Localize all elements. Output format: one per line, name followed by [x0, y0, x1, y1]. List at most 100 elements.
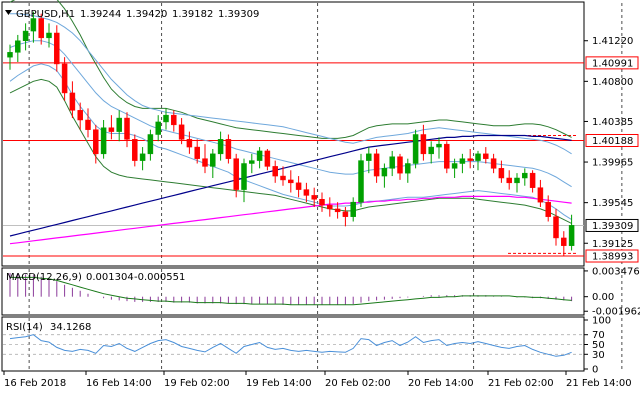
candle-body [272, 166, 278, 177]
candle-body [210, 153, 216, 167]
price-level-value: 1.39309 [592, 221, 633, 232]
rsi-line [9, 334, 572, 357]
price-level-tag [585, 249, 639, 263]
candle-body [553, 216, 559, 239]
candle-body [436, 143, 442, 148]
envelope-upper-line [9, 0, 572, 139]
candle-body [451, 163, 458, 169]
macd-signal-line [10, 276, 572, 306]
slow-moving-average-line [9, 195, 572, 245]
macd-tick-label: -0.001962 [592, 307, 640, 318]
candle-body [475, 153, 481, 161]
price-plot-layer [3, 0, 584, 257]
candle-body [522, 172, 528, 179]
price-level-tag [585, 218, 639, 232]
candle-body [537, 187, 544, 203]
macd-signal-value: -0.000551 [134, 272, 185, 283]
candle-body [467, 158, 473, 161]
time-tick-label: 19 Feb 14:00 [246, 378, 312, 389]
candle-body [38, 18, 44, 39]
rsi-tick-label: 70 [592, 330, 605, 341]
ohlc-open: 1.39244 [80, 9, 121, 20]
fast-moving-average-line [9, 134, 572, 237]
candle-body [295, 182, 302, 190]
candle-body [327, 204, 333, 210]
rsi-tick-label: 50 [592, 340, 605, 351]
price-level-value: 1.38993 [592, 252, 633, 263]
candle-body [366, 153, 372, 161]
rsi-tick-label: 100 [592, 316, 611, 327]
price-level-value: 1.40188 [592, 136, 633, 147]
bollinger-upper-line [10, 13, 572, 155]
time-tick-label: 21 Feb 14:00 [566, 378, 632, 389]
candle-body [342, 211, 349, 217]
price-tick-label: 1.39545 [592, 198, 633, 209]
rsi-value: 34.1268 [50, 322, 91, 333]
candle-body [163, 114, 169, 123]
candle-body [412, 134, 419, 164]
candle-body [373, 153, 380, 177]
candle-body [529, 172, 536, 188]
time-tick-label: 19 Feb 02:00 [164, 378, 230, 389]
macd-value: 0.001304 [86, 272, 134, 283]
candle-body [46, 32, 52, 39]
candle-body [303, 189, 310, 196]
candle-body [108, 127, 115, 132]
candle-body [459, 158, 466, 164]
price-tick-label: 1.41220 [592, 36, 633, 47]
candle-body [124, 117, 130, 140]
candle-body [288, 179, 294, 184]
rsi-label: RSI(14) [6, 322, 43, 333]
candle-body [428, 146, 434, 155]
envelope-lower-line [9, 78, 572, 224]
candle-body [202, 158, 208, 167]
candle-body [217, 139, 224, 155]
candle-body [389, 156, 395, 169]
candle-body [132, 139, 138, 161]
candle-body [69, 92, 76, 111]
candle-body [155, 121, 161, 135]
price-tick-label: 1.40385 [592, 117, 633, 128]
macd-tick-label: 0.003476 [592, 266, 640, 277]
candle-body [561, 237, 567, 246]
time-tick-label: 16 Feb 2018 [4, 378, 66, 389]
candle-body [147, 134, 154, 155]
candle-body [178, 124, 185, 140]
price-level-tag [585, 133, 639, 147]
candle-body [15, 40, 21, 53]
candle-body [116, 117, 122, 132]
time-tick-label: 21 Feb 02:00 [488, 378, 554, 389]
candle-body [444, 143, 450, 169]
candle-body [61, 63, 68, 94]
rsi-plot-layer [3, 334, 584, 357]
price-tick-label: 1.39965 [592, 158, 633, 169]
candle-body [30, 18, 37, 32]
price-tick-label: 1.40800 [592, 77, 633, 88]
symbol-label: GBPUSD,H1 [16, 9, 75, 20]
candle-body [319, 199, 325, 206]
axis-label-layer: 1.41220 1.40800 1.40385 1.39965 1.39545 1.391… [3, 36, 640, 389]
candle-body [358, 160, 364, 203]
candle-body [85, 119, 91, 130]
macd-label: MACD(12,26,9) [6, 272, 82, 283]
candle-body [498, 168, 505, 179]
candle-body [139, 153, 146, 161]
price-level-value: 1.40991 [592, 58, 633, 69]
price-tick-label: 1.39125 [592, 239, 633, 250]
candle-body [233, 158, 239, 190]
candle-body [483, 153, 489, 159]
candle-body [22, 30, 29, 41]
rsi-tick-label: 30 [592, 350, 605, 361]
collapse-triangle-icon[interactable] [5, 10, 12, 15]
candle-body [54, 32, 60, 65]
time-tick-label: 20 Feb 02:00 [325, 378, 391, 389]
ohlc-high: 1.39420 [126, 9, 167, 20]
candle-body [100, 127, 107, 155]
price-level-tag [585, 56, 639, 70]
candle-body [77, 110, 83, 121]
macd-tick-label: 0.00 [592, 292, 614, 303]
candle-body [194, 146, 200, 159]
candle-body [397, 156, 403, 174]
candle-body [171, 114, 177, 126]
